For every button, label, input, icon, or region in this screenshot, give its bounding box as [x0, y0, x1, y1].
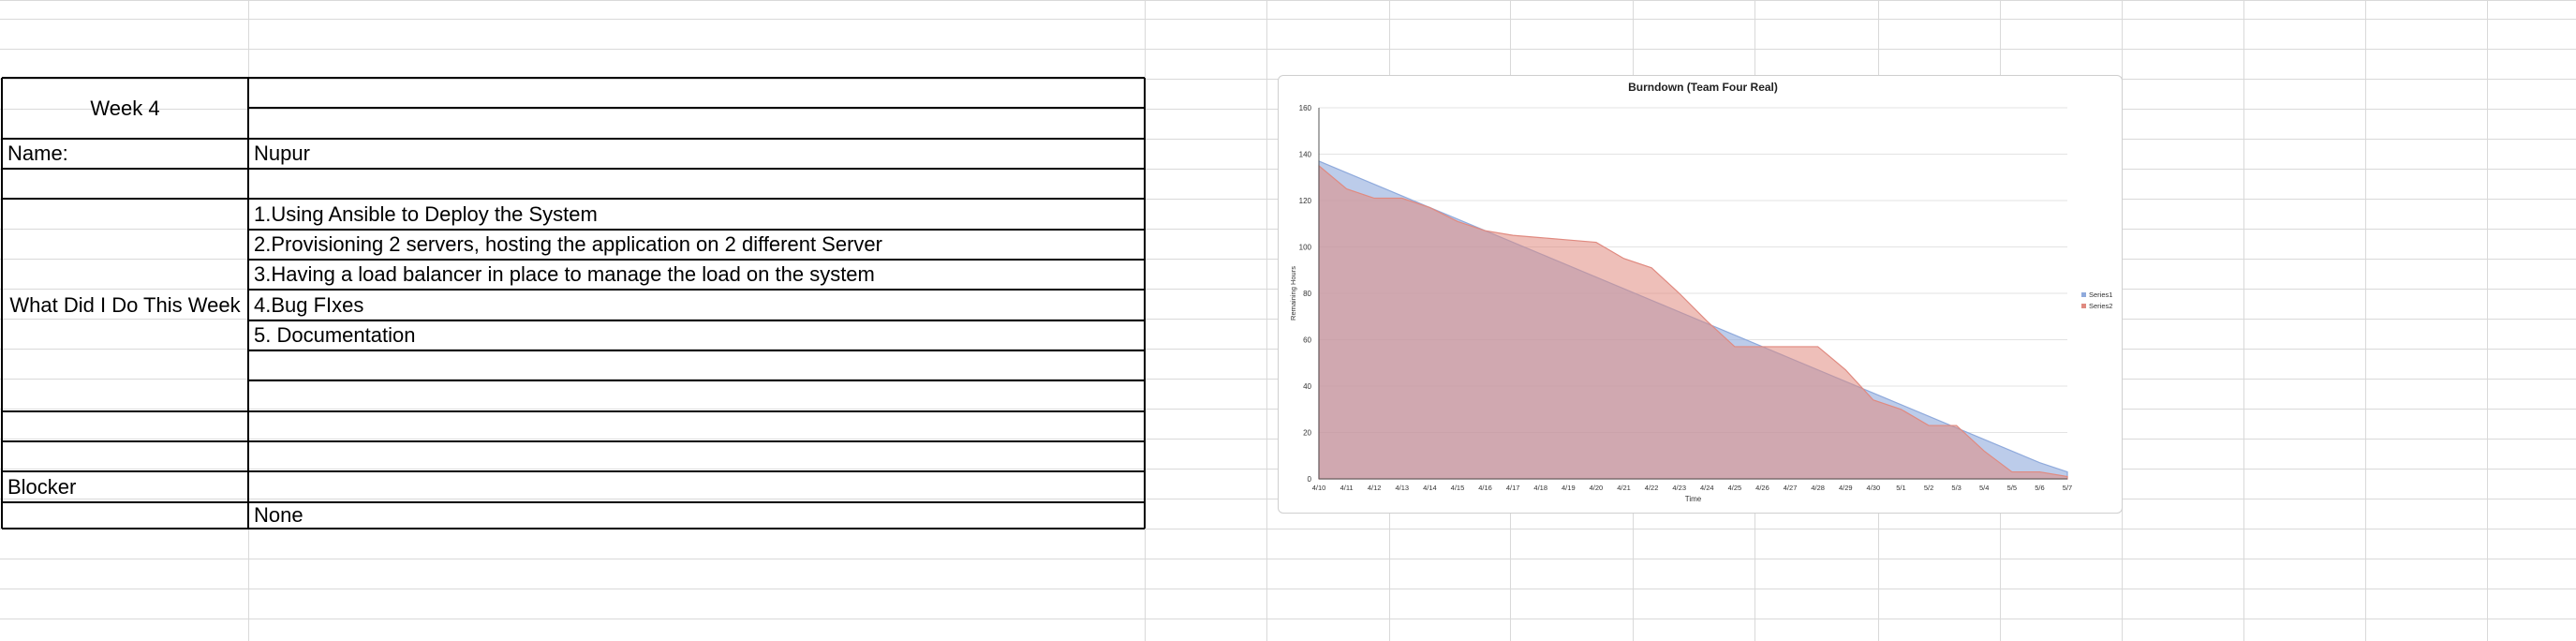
y-tick-label: 100 — [1299, 244, 1312, 252]
series-area-series2 — [1318, 164, 2068, 480]
blocker-value-cell-text: None — [254, 503, 303, 527]
legend-swatch — [2081, 292, 2086, 297]
x-tick-label: 5/3 — [1951, 484, 1961, 492]
table-border — [248, 229, 1145, 231]
table-border — [1144, 78, 1146, 529]
table-border — [248, 410, 1145, 412]
blocker-value-cell[interactable]: None — [248, 502, 1145, 529]
y-tick-label: 80 — [1303, 290, 1311, 298]
x-tick-label: 4/10 — [1312, 484, 1326, 492]
table-border — [248, 198, 1145, 200]
table-border — [2, 77, 248, 79]
table-border — [248, 168, 1145, 170]
x-tick-label: 4/23 — [1672, 484, 1686, 492]
table-border — [248, 528, 1145, 529]
task-item-cell[interactable]: 3.Having a load balancer in place to man… — [248, 260, 1145, 290]
name-label-cell[interactable]: Name: — [2, 139, 248, 169]
table-border — [248, 501, 1145, 503]
table-border — [248, 440, 1145, 442]
name-value-cell-text: Nupur — [254, 142, 310, 165]
x-tick-label: 4/21 — [1617, 484, 1631, 492]
task-item-cell-text: 1.Using Ansible to Deploy the System — [254, 201, 598, 226]
task-item-cell-text: 4.Bug FIxes — [254, 292, 364, 317]
y-tick-label: 160 — [1299, 104, 1312, 112]
name-value-cell[interactable]: Nupur — [248, 139, 1145, 169]
week-label-cell[interactable]: Week 4 — [2, 78, 248, 139]
table-border — [2, 410, 248, 412]
week-label-cell-text: Week 4 — [90, 96, 160, 120]
blocker-label-cell-text: Blocker — [7, 474, 77, 499]
x-tick-label: 4/20 — [1590, 484, 1604, 492]
x-tick-label: 4/25 — [1728, 484, 1742, 492]
legend-label: Series1 — [2089, 291, 2112, 299]
x-tick-label: 4/18 — [1533, 484, 1547, 492]
table-border — [248, 107, 1145, 109]
x-tick-label: 4/26 — [1755, 484, 1769, 492]
y-tick-label: 120 — [1299, 197, 1312, 205]
table-border — [247, 78, 249, 529]
x-tick-label: 4/17 — [1506, 484, 1520, 492]
table-border — [248, 380, 1145, 381]
table-border — [2, 138, 248, 140]
x-tick-label: 4/30 — [1867, 484, 1881, 492]
task-item-cell[interactable]: 5. Documentation — [248, 320, 1145, 350]
table-border — [2, 528, 248, 529]
x-axis-label: Time — [1685, 495, 1702, 503]
name-label-cell-text: Name: — [7, 142, 68, 165]
table-border — [1, 78, 3, 529]
x-tick-label: 5/1 — [1896, 484, 1905, 492]
chart-title: Burndown (Team Four Real) — [1628, 81, 1778, 94]
x-tick-label: 4/24 — [1700, 484, 1714, 492]
table-border — [248, 138, 1145, 140]
x-tick-label: 4/29 — [1839, 484, 1853, 492]
x-tick-label: 5/5 — [2007, 484, 2017, 492]
x-tick-label: 4/22 — [1645, 484, 1659, 492]
x-tick-label: 4/11 — [1340, 484, 1354, 492]
x-tick-label: 4/13 — [1395, 484, 1409, 492]
task-item-cell[interactable]: 2.Provisioning 2 servers, hosting the ap… — [248, 230, 1145, 260]
x-tick-label: 5/2 — [1924, 484, 1933, 492]
x-tick-label: 5/4 — [1979, 484, 1989, 492]
y-tick-label: 40 — [1303, 382, 1311, 391]
legend-label: Series2 — [2089, 302, 2112, 310]
table-border — [2, 168, 248, 170]
burndown-chart[interactable]: Burndown (Team Four Real) 0 20 40 60 80 100 120… — [1278, 75, 2123, 514]
table-border — [2, 198, 248, 200]
y-tick-label: 0 — [1308, 475, 1312, 484]
table-border — [248, 320, 1145, 321]
x-tick-label: 5/6 — [2035, 484, 2044, 492]
table-border — [248, 259, 1145, 261]
task-item-cell[interactable]: 4.Bug FIxes — [248, 290, 1145, 320]
burndown-chart-svg: Burndown (Team Four Real) 0 20 40 60 80 100 120… — [1289, 81, 2112, 503]
section-label-cell-text: What Did I Do This Week — [9, 292, 241, 317]
x-tick-label: 5/7 — [2063, 484, 2072, 492]
y-axis-label: Remaining Hours — [1289, 266, 1297, 320]
x-tick-label: 4/16 — [1478, 484, 1492, 492]
y-tick-label: 140 — [1299, 151, 1312, 159]
y-tick-label: 20 — [1303, 429, 1311, 438]
table-border — [248, 77, 1145, 79]
blocker-label-cell[interactable]: Blocker — [2, 471, 248, 502]
task-item-cell-text: 3.Having a load balancer in place to man… — [254, 262, 875, 286]
table-border — [2, 501, 248, 503]
x-tick-label: 4/15 — [1451, 484, 1465, 492]
section-label-cell[interactable]: What Did I Do This Week — [2, 199, 248, 411]
table-border — [2, 440, 248, 442]
x-tick-label: 4/12 — [1368, 484, 1382, 492]
table-border — [248, 350, 1145, 351]
task-item-cell[interactable]: 1.Using Ansible to Deploy the System — [248, 199, 1145, 230]
x-tick-label: 4/27 — [1784, 484, 1798, 492]
x-tick-label: 4/14 — [1423, 484, 1437, 492]
legend-swatch — [2081, 304, 2086, 308]
table-border — [248, 289, 1145, 291]
table-border — [2, 470, 248, 472]
x-tick-label: 4/28 — [1811, 484, 1825, 492]
task-item-cell-text: 5. Documentation — [254, 323, 416, 347]
task-item-cell-text: 2.Provisioning 2 servers, hosting the ap… — [254, 232, 882, 256]
table-border — [248, 470, 1145, 472]
x-tick-label: 4/19 — [1562, 484, 1576, 492]
y-tick-label: 60 — [1303, 336, 1311, 345]
